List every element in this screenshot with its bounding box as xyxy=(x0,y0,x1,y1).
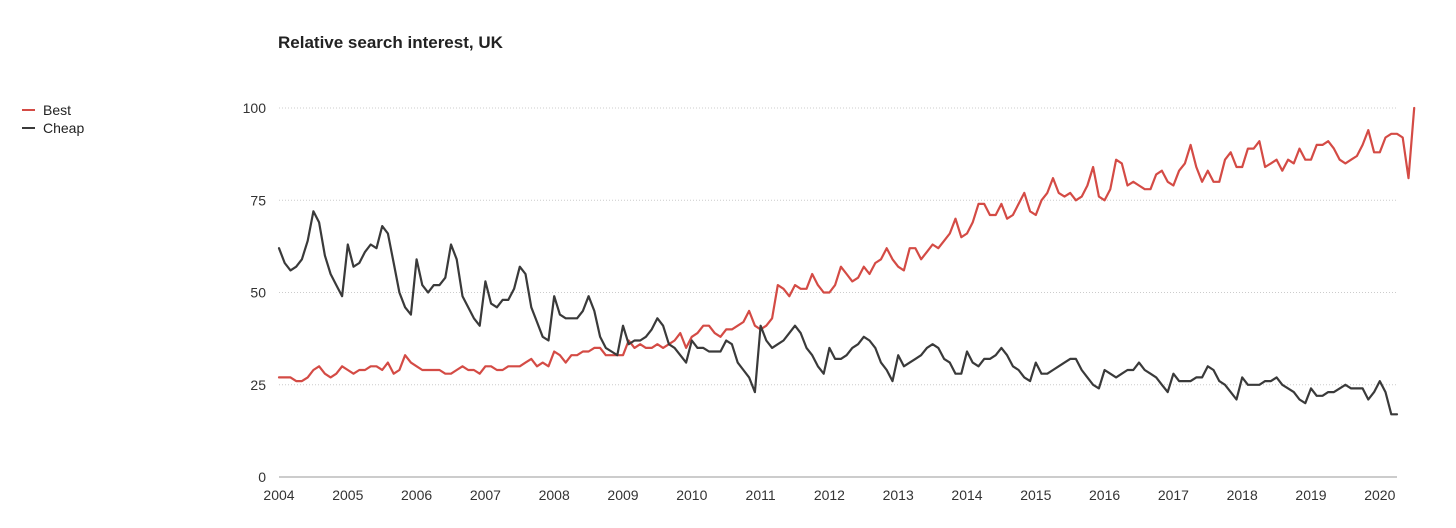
x-tick-label-2018: 2018 xyxy=(1227,487,1258,503)
legend-swatch-best xyxy=(22,109,35,111)
x-tick-label-2014: 2014 xyxy=(951,487,982,503)
legend-label-cheap: Cheap xyxy=(43,120,85,136)
legend-item-best[interactable]: Best xyxy=(22,101,84,119)
legend: Best Cheap xyxy=(22,101,84,137)
x-tick-label-2011: 2011 xyxy=(746,487,776,503)
x-tick-label-2007: 2007 xyxy=(470,487,501,503)
x-tick-label-2008: 2008 xyxy=(539,487,570,503)
x-tick-label-2016: 2016 xyxy=(1089,487,1120,503)
y-tick-label-75: 75 xyxy=(250,192,266,208)
x-tick-label-2015: 2015 xyxy=(1020,487,1051,503)
legend-swatch-cheap xyxy=(22,127,35,129)
x-tick-label-2005: 2005 xyxy=(332,487,363,503)
y-tick-label-100: 100 xyxy=(243,100,267,116)
legend-label-best: Best xyxy=(43,102,72,118)
legend-item-cheap[interactable]: Cheap xyxy=(22,119,84,137)
x-tick-label-2010: 2010 xyxy=(676,487,707,503)
x-tick-label-2004: 2004 xyxy=(263,487,294,503)
x-tick-label-2006: 2006 xyxy=(401,487,432,503)
chart-title: Relative search interest, UK xyxy=(278,33,503,52)
x-tick-label-2009: 2009 xyxy=(607,487,638,503)
x-tick-label-2013: 2013 xyxy=(883,487,914,503)
x-tick-label-2020: 2020 xyxy=(1364,487,1395,503)
x-tick-label-2017: 2017 xyxy=(1158,487,1189,503)
x-tick-label-2012: 2012 xyxy=(814,487,845,503)
y-tick-label-50: 50 xyxy=(250,285,266,301)
y-tick-label-0: 0 xyxy=(258,469,266,485)
series-line-best xyxy=(277,106,1416,383)
x-tick-label-2019: 2019 xyxy=(1295,487,1326,503)
series-line-cheap xyxy=(277,210,1399,416)
y-tick-label-25: 25 xyxy=(250,377,266,393)
